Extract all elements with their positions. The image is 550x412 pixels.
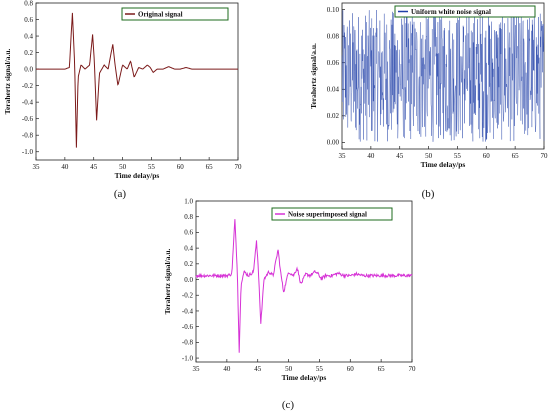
chart-panel-3: 35 40 45 50 55 60 65 70 -1.0 -0.8 -0.6 -0.4 -0.2 0.0 0…	[163, 197, 416, 411]
legend-box	[121, 7, 229, 21]
x-tick-label: 55	[454, 152, 462, 160]
x-tick-label: 60	[347, 365, 355, 373]
y-tick-label: 0.0	[184, 276, 193, 284]
plot-frame	[195, 200, 413, 363]
chart-panel-1: 35 40 45 50 55 60 65 70 -1.0 -0.8 -0.6 -0.4 -0.2 0.0 0…	[3, 0, 242, 200]
y-tick-label: 0.6	[184, 229, 193, 237]
y-tick-label: 0.10	[327, 6, 340, 14]
y-tick-label: -0.4	[182, 307, 194, 315]
series-line	[195, 219, 413, 353]
y-tick-label: 0.4	[24, 32, 33, 40]
x-tick-label: 65	[206, 163, 214, 171]
y-tick-label: -0.6	[182, 323, 194, 331]
x-tick-label: 55	[316, 365, 324, 373]
series-line	[36, 12, 238, 148]
x-tick-label: 45	[396, 152, 404, 160]
x-tick-label: 45	[90, 163, 98, 171]
y-tick-label: -0.8	[22, 132, 34, 140]
x-tick-label: 40	[61, 163, 69, 171]
x-tick-label: 35	[193, 365, 201, 373]
y-tick-label: -0.4	[22, 98, 34, 106]
y-tick-label: 0.04	[327, 86, 340, 94]
y-tick-label: -1.0	[182, 354, 194, 362]
x-tick-label: 50	[425, 152, 433, 160]
x-tick-label: 35	[33, 163, 41, 171]
x-tick-label: 65	[512, 152, 520, 160]
y-tick-label: 0.06	[327, 59, 340, 67]
x-tick-label: 70	[235, 163, 243, 171]
y-tick-label: 0.8	[24, 0, 33, 7]
y-tick-label: 1.0	[184, 197, 193, 205]
x-tick-label: 65	[378, 365, 386, 373]
x-tick-label: 70	[541, 152, 549, 160]
x-tick-label: 45	[254, 365, 262, 373]
x-tick-label: 50	[119, 163, 127, 171]
y-tick-label: 0.0	[24, 65, 33, 73]
y-tick-label: -0.8	[182, 339, 194, 347]
y-tick-label: 0.02	[327, 112, 340, 120]
legend-box	[394, 5, 536, 18]
y-tick-label: -0.2	[22, 82, 34, 90]
x-axis-label: Time delay/ps	[115, 171, 160, 180]
legend-label: Noise superimposed signal	[288, 211, 367, 219]
panel-label: (a)	[114, 188, 127, 200]
y-tick-label: 0.00	[327, 139, 340, 147]
y-tick-label: -1.0	[22, 148, 34, 156]
x-tick-label: 35	[339, 152, 347, 160]
panel-label: (c)	[282, 399, 295, 411]
y-tick-label: 0.2	[24, 49, 33, 57]
y-axis-label: Terahertz signal/a.u.	[309, 43, 318, 109]
y-axis-label: Terahertz signal/a.u.	[163, 248, 172, 314]
y-axis-label: Terahertz signal/a.u.	[3, 48, 12, 114]
legend-box	[271, 207, 393, 221]
y-tick-label: 0.6	[24, 16, 33, 24]
x-tick-label: 70	[409, 365, 417, 373]
plot-frame	[35, 2, 239, 161]
x-tick-label: 40	[367, 152, 375, 160]
x-axis-label: Time delay/ps	[421, 160, 466, 169]
x-axis-label: Time delay/ps	[282, 373, 327, 382]
y-tick-label: 0.08	[327, 32, 340, 40]
x-tick-label: 60	[483, 152, 491, 160]
series-line	[341, 9, 545, 142]
x-tick-label: 40	[223, 365, 231, 373]
chart-panel-2: 35 40 45 50 55 60 65 70 0.00 0.02 0.04 0.06 0.08 0.10…	[309, 2, 549, 200]
x-tick-label: 60	[177, 163, 185, 171]
x-tick-label: 50	[285, 365, 293, 373]
x-tick-label: 55	[148, 163, 156, 171]
panel-label: (b)	[422, 188, 435, 200]
y-tick-label: 0.8	[184, 213, 193, 221]
y-tick-label: 0.4	[184, 244, 193, 252]
legend-label: Uniform white noise signal	[411, 8, 491, 16]
legend-label: Original signal	[138, 11, 183, 19]
y-tick-label: -0.2	[182, 292, 194, 300]
y-tick-label: -0.6	[22, 115, 34, 123]
y-tick-label: 0.2	[184, 260, 193, 268]
